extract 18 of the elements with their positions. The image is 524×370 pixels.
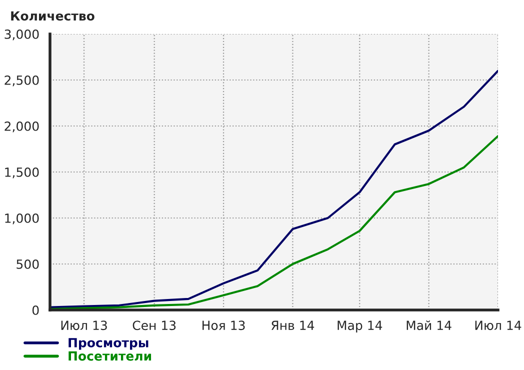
line-series bbox=[50, 70, 498, 308]
y-tick-label: 2,000 bbox=[4, 121, 39, 132]
y-tick-label: 500 bbox=[16, 259, 39, 269]
y-tick-label: 3,000 bbox=[4, 29, 39, 40]
x-tick-label: Янв 14 bbox=[271, 320, 314, 330]
x-tick-label: Ноя 13 bbox=[202, 320, 245, 330]
x-tick-label: Июл 14 bbox=[475, 320, 522, 330]
y-tick-label: 2,500 bbox=[4, 75, 39, 86]
x-tick-label: Май 14 bbox=[406, 320, 452, 330]
y-tick-label: 1,000 bbox=[5, 213, 39, 224]
legend-label: Посетители bbox=[68, 351, 152, 361]
x-tick-label: Сен 13 bbox=[132, 320, 176, 330]
x-tick-label: Июл 13 bbox=[61, 320, 107, 330]
y-axis-title: Количество bbox=[11, 11, 94, 21]
legend-label: Просмотры bbox=[68, 338, 148, 350]
y-tick-label: 0 bbox=[32, 305, 39, 315]
x-tick-label: Мар 14 bbox=[338, 320, 382, 333]
y-tick-label: 1,500 bbox=[5, 167, 39, 178]
